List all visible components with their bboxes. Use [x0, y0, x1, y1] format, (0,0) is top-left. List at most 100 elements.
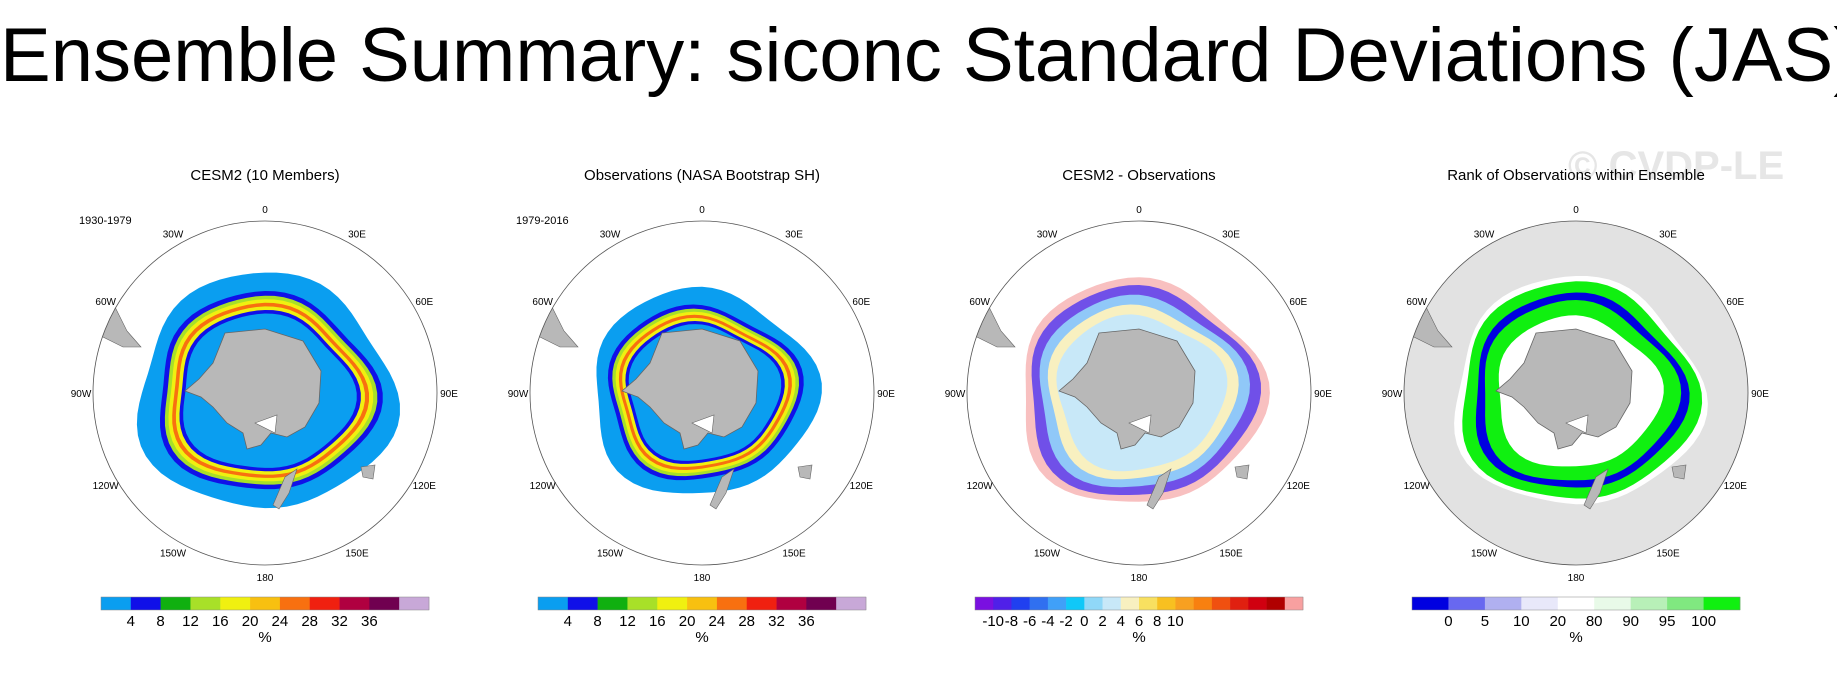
colorbar-swatch	[1266, 597, 1286, 610]
colorbar-frame	[100, 596, 430, 611]
colorbar-frame	[974, 596, 1304, 611]
panel-title: CESM2 - Observations	[1062, 167, 1215, 184]
tasmania-landmass	[360, 464, 376, 480]
colorbar-swatch	[250, 597, 281, 610]
map-boundary	[1403, 220, 1749, 566]
colorbar-tick-label: 0	[1080, 613, 1088, 630]
map-panel: Observations (NASA Bootstrap SH) 1979-201…	[508, 167, 896, 646]
colorbar-unit: %	[1569, 629, 1582, 646]
longitude-label: 0	[262, 205, 268, 216]
colorbar-tick-label: 20	[1549, 613, 1566, 630]
colorbar-swatch	[836, 597, 867, 610]
colorbar-unit: %	[695, 629, 708, 646]
longitude-label: 0	[1136, 205, 1142, 216]
longitude-label: 180	[257, 573, 274, 584]
colorbar-swatch	[567, 597, 598, 610]
antarctica-landmass	[1495, 328, 1633, 450]
colorbar-swatch	[1248, 597, 1267, 610]
colorbar-swatch	[369, 597, 400, 610]
colorbar-tick-label: -4	[1041, 613, 1054, 630]
longitude-label: 90E	[1314, 389, 1332, 400]
colorbar-swatch	[1667, 597, 1704, 610]
longitude-label: 180	[694, 573, 711, 584]
colorbar-tick-label: -2	[1059, 613, 1072, 630]
ice-shelf	[1128, 414, 1152, 434]
colorbar-tick-label: 8	[1153, 613, 1161, 630]
longitude-label: 150W	[1471, 548, 1498, 559]
colorbar-swatch	[1047, 597, 1067, 610]
longitude-label: 90W	[945, 389, 966, 400]
colorbar-tick-label: 8	[156, 613, 164, 630]
colorbar-tick-label: 0	[1444, 613, 1452, 630]
watermark: © CVDP-LE	[1568, 144, 1785, 188]
longitude-label: 60E	[1726, 297, 1744, 308]
antarctica-landmass	[621, 328, 759, 450]
colorbar-tick-label: 16	[212, 613, 229, 630]
colorbar-tick-label: -8	[1005, 613, 1018, 630]
colorbar-swatch	[1484, 597, 1522, 610]
antarctica-landmass	[1058, 328, 1196, 450]
colorbar-swatch	[1102, 597, 1122, 610]
colorbar-tick-label: 28	[738, 613, 755, 630]
colorbar-swatch	[1029, 597, 1049, 610]
longitude-label: 120W	[1404, 481, 1431, 492]
colorbar-swatch	[1703, 597, 1741, 610]
new-zealand-landmass	[1583, 468, 1609, 510]
longitude-label: 180	[1568, 573, 1585, 584]
colorbar-swatch	[339, 597, 370, 610]
colorbar-tick-label: 2	[1098, 613, 1106, 630]
new-zealand-landmass	[1146, 468, 1172, 510]
colorbar-swatch	[597, 597, 628, 610]
longitude-label: 150E	[782, 548, 806, 559]
longitude-label: 120W	[530, 481, 557, 492]
longitude-label: 90E	[1751, 389, 1769, 400]
tasmania-landmass	[797, 464, 813, 480]
longitude-label: 30W	[1474, 230, 1495, 241]
colorbar-tick-label: 36	[798, 613, 815, 630]
colorbar-tick-label: 90	[1622, 613, 1639, 630]
panel-title: Observations (NASA Bootstrap SH)	[584, 167, 820, 184]
longitude-label: 180	[1131, 573, 1148, 584]
map-panel: CESM2 (10 Members) 1930-1979 0 30E 60E 90E 120…	[71, 167, 459, 646]
colorbar-swatch	[160, 597, 191, 610]
colorbar-swatch	[993, 597, 1012, 610]
colorbar-tick-label: 80	[1586, 613, 1603, 630]
colorbar-swatch	[1594, 597, 1631, 610]
colorbar-tick-label: 28	[301, 613, 318, 630]
colorbar-swatch	[806, 597, 837, 610]
map-boundary	[966, 220, 1312, 566]
longitude-label: 30E	[1659, 230, 1677, 241]
colorbar-swatch	[1448, 597, 1486, 610]
longitude-label: 120E	[1287, 481, 1311, 492]
colorbar-swatch	[130, 597, 161, 610]
ice-shelf	[691, 414, 715, 434]
colorbar-swatch	[309, 597, 340, 610]
longitude-label: 90E	[877, 389, 895, 400]
colorbar-frame	[537, 596, 867, 611]
colorbar-swatch	[1630, 597, 1668, 610]
panel-period: 1979-2016	[516, 215, 569, 227]
colorbar-swatch	[399, 597, 430, 610]
colorbar-swatch	[657, 597, 688, 610]
longitude-label: 30W	[163, 230, 184, 241]
longitude-label: 120W	[93, 481, 120, 492]
colorbar-tick-label: 10	[1167, 613, 1184, 630]
colorbar-tick-label: 95	[1659, 613, 1676, 630]
panel-title: CESM2 (10 Members)	[190, 167, 339, 184]
longitude-label: 60W	[969, 297, 990, 308]
longitude-label: 120E	[1724, 481, 1748, 492]
colorbar-tick-label: 32	[768, 613, 785, 630]
longitude-label: 60E	[415, 297, 433, 308]
tasmania-landmass	[1234, 464, 1250, 480]
colorbar-swatch	[1157, 597, 1176, 610]
longitude-label: 90E	[440, 389, 458, 400]
panel-title: Rank of Observations within Ensemble	[1447, 167, 1705, 184]
colorbar-tick-label: 32	[331, 613, 348, 630]
colorbar-tick-label: 4	[1117, 613, 1125, 630]
colorbar-swatch	[279, 597, 311, 610]
colorbar-tick-label: -10	[982, 613, 1004, 630]
longitude-label: 60E	[1289, 297, 1307, 308]
colorbar-swatch	[1120, 597, 1140, 610]
colorbar-swatch	[1412, 597, 1449, 610]
colorbar-swatch	[1066, 597, 1085, 610]
